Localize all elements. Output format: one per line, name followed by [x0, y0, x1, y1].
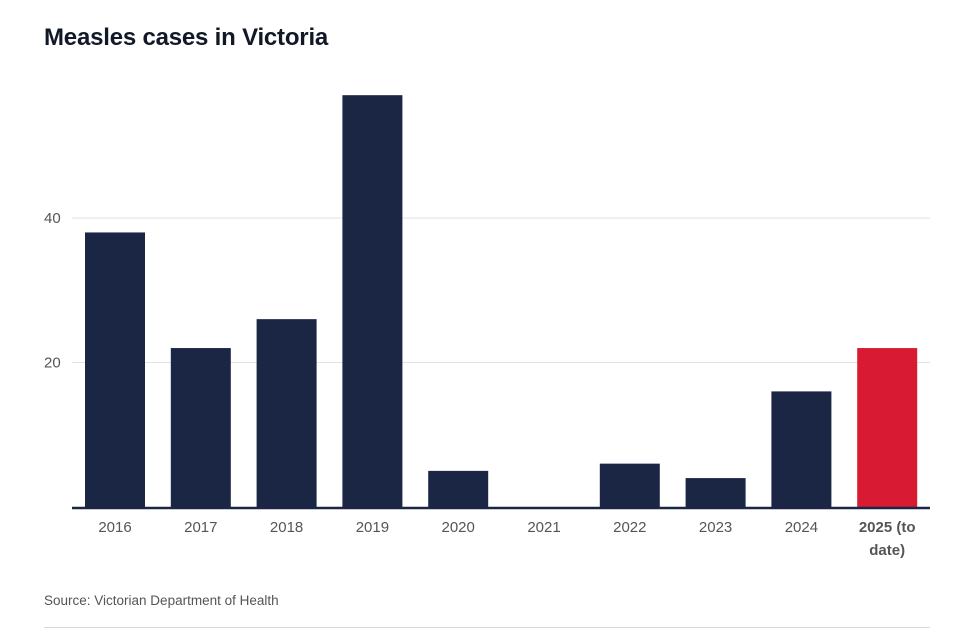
x-tick-label: 2016 — [98, 519, 131, 536]
x-tick-label: 2024 — [785, 519, 818, 536]
bar-2020 — [428, 470, 489, 507]
x-tick-label: 2020 — [442, 519, 475, 536]
x-tick-label: 2018 — [270, 519, 303, 536]
x-tick-label: 2022 — [613, 519, 646, 536]
x-tick-labels: 2016 2017 2018 2019 2020 2021 2022 2023 2024 2025… — [98, 519, 915, 559]
chart-title: Measles cases in Victoria — [44, 24, 329, 51]
bar-2022 — [599, 463, 660, 507]
x-tick-label: 2021 — [527, 519, 560, 536]
y-tick-label: 20 — [44, 355, 61, 372]
y-tick-label: 40 — [44, 210, 61, 227]
x-tick-label: 2023 — [699, 519, 732, 536]
source-note: Source: Victorian Department of Health — [44, 593, 279, 608]
bar-2018 — [256, 319, 317, 507]
footer-divider — [44, 627, 930, 628]
bar-2023 — [685, 478, 746, 507]
bars — [85, 95, 918, 508]
bar-2017 — [170, 348, 231, 507]
bar-2025-to-date — [857, 348, 918, 507]
x-tick-label: 2019 — [356, 519, 389, 536]
bar-2016 — [85, 232, 145, 507]
x-tick-label: 2025 (to date) — [859, 519, 916, 559]
bar-2019 — [342, 95, 403, 508]
bar-2024 — [771, 391, 832, 507]
gridlines — [72, 217, 930, 363]
x-tick-label: 2017 — [184, 519, 217, 536]
